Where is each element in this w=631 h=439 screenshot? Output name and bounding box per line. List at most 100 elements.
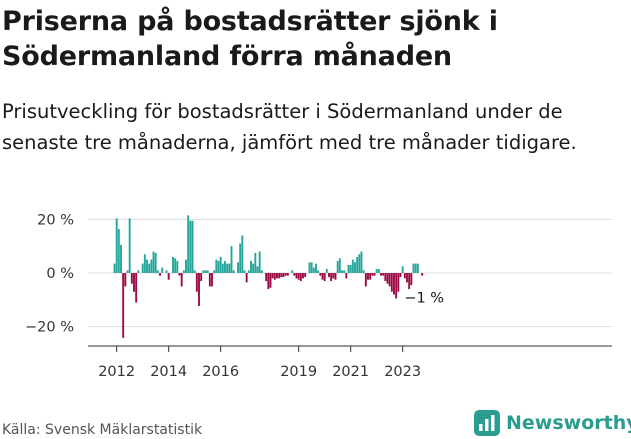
- bar: [349, 264, 352, 273]
- bar: [195, 273, 198, 292]
- bar: [364, 273, 367, 287]
- bar: [382, 273, 385, 276]
- y-tick-label: 0 %: [46, 266, 74, 282]
- bar: [341, 270, 343, 273]
- bar: [113, 263, 116, 273]
- bar: [408, 273, 411, 290]
- bar: [133, 273, 135, 292]
- bar: [414, 263, 417, 273]
- bar: [115, 218, 118, 273]
- bar: [213, 270, 216, 273]
- bar: [237, 262, 239, 273]
- bar: [282, 273, 285, 278]
- bar: [371, 273, 374, 276]
- bar: [271, 273, 274, 279]
- bar: [156, 270, 159, 273]
- bar: [304, 273, 307, 278]
- bar: [117, 229, 120, 273]
- bar: [252, 263, 255, 273]
- bar: [202, 270, 205, 273]
- bar: [180, 273, 183, 287]
- bar: [397, 273, 400, 292]
- bar: [308, 262, 311, 273]
- bar: [200, 273, 203, 282]
- bar: [260, 270, 263, 273]
- bar: [150, 259, 153, 273]
- brand-name: Newsworthy: [506, 412, 631, 434]
- bar: [135, 273, 138, 303]
- bar: [126, 270, 129, 273]
- bar: [148, 263, 151, 273]
- bar: [338, 258, 341, 273]
- bar: [245, 273, 248, 283]
- bar: [291, 270, 294, 273]
- x-tick-label: 2023: [384, 364, 421, 380]
- bar: [265, 273, 268, 282]
- bar: [393, 273, 395, 295]
- bar: [219, 256, 222, 273]
- bar: [332, 273, 335, 279]
- bar: [412, 263, 415, 273]
- bar: [302, 273, 304, 279]
- x-tick-label: 2014: [150, 364, 187, 380]
- bar: [172, 256, 174, 273]
- bar: [176, 260, 179, 273]
- bar: [276, 273, 278, 279]
- bar: [193, 270, 196, 273]
- x-tick-label: 2021: [332, 364, 369, 380]
- bar: [293, 273, 296, 276]
- bar: [278, 273, 281, 279]
- bar: [386, 273, 389, 284]
- bar: [120, 244, 122, 273]
- brand-logo: Newsworthy: [474, 408, 631, 438]
- bar: [152, 251, 155, 273]
- chart-subtitle: Prisutveckling för bostadsrätter i Söder…: [2, 100, 577, 154]
- bar: [161, 267, 164, 273]
- bar: [384, 273, 387, 282]
- bar: [241, 235, 244, 273]
- bar: [174, 258, 177, 273]
- bar: [403, 273, 406, 279]
- bar: [356, 256, 359, 273]
- bar-layer: [113, 215, 424, 338]
- bar: [221, 263, 224, 273]
- bar: [239, 243, 242, 273]
- bar: [367, 273, 369, 280]
- bar: [297, 273, 300, 280]
- bar: [360, 251, 363, 273]
- bar: [312, 267, 315, 273]
- bar: [295, 273, 298, 279]
- bar: [258, 251, 261, 273]
- bar: [204, 270, 207, 273]
- bar: [130, 273, 133, 284]
- axis-layer: [88, 345, 612, 352]
- bar: [191, 220, 194, 273]
- bar: [230, 246, 233, 273]
- bar: [319, 273, 322, 276]
- newsworthy-logo-icon: [474, 410, 500, 436]
- bar: [325, 268, 328, 273]
- bar: [280, 273, 283, 278]
- bar: [321, 273, 324, 280]
- bar: [395, 273, 398, 299]
- bar: [343, 270, 346, 273]
- bar: [128, 218, 131, 273]
- bar: [416, 263, 419, 273]
- bar: [178, 273, 181, 276]
- bar: [215, 259, 218, 273]
- x-tick-label: 2019: [280, 364, 317, 380]
- bar: [299, 273, 302, 282]
- bar: [141, 263, 144, 273]
- bar: [390, 273, 393, 292]
- bar: [330, 273, 333, 282]
- bar: [377, 268, 380, 273]
- bar: [137, 270, 140, 273]
- bar: [185, 259, 187, 273]
- bar: [208, 273, 211, 287]
- bar: [399, 273, 402, 278]
- bar: [345, 273, 348, 279]
- bar: [143, 254, 146, 273]
- bar: [369, 273, 372, 280]
- bar: [146, 259, 148, 273]
- bar: [256, 266, 259, 273]
